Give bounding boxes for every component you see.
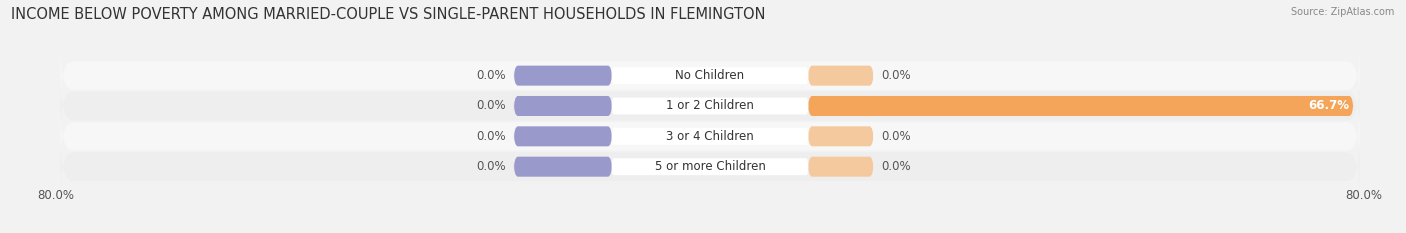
- Text: 0.0%: 0.0%: [477, 130, 506, 143]
- FancyBboxPatch shape: [612, 128, 808, 145]
- FancyBboxPatch shape: [515, 96, 612, 116]
- Text: 0.0%: 0.0%: [477, 99, 506, 113]
- FancyBboxPatch shape: [515, 157, 612, 177]
- FancyBboxPatch shape: [60, 45, 1360, 107]
- FancyBboxPatch shape: [612, 158, 808, 175]
- Text: 1 or 2 Children: 1 or 2 Children: [666, 99, 754, 113]
- Text: 0.0%: 0.0%: [882, 160, 911, 173]
- FancyBboxPatch shape: [60, 135, 1360, 198]
- Text: 0.0%: 0.0%: [882, 130, 911, 143]
- FancyBboxPatch shape: [808, 96, 1353, 116]
- Text: 0.0%: 0.0%: [477, 69, 506, 82]
- FancyBboxPatch shape: [612, 67, 808, 84]
- Text: 5 or more Children: 5 or more Children: [655, 160, 765, 173]
- FancyBboxPatch shape: [515, 66, 612, 86]
- Text: 0.0%: 0.0%: [882, 69, 911, 82]
- Text: 0.0%: 0.0%: [477, 160, 506, 173]
- FancyBboxPatch shape: [60, 75, 1360, 137]
- Text: Source: ZipAtlas.com: Source: ZipAtlas.com: [1291, 7, 1395, 17]
- FancyBboxPatch shape: [515, 126, 612, 146]
- FancyBboxPatch shape: [808, 157, 873, 177]
- FancyBboxPatch shape: [808, 66, 873, 86]
- Text: 3 or 4 Children: 3 or 4 Children: [666, 130, 754, 143]
- Text: 66.7%: 66.7%: [1308, 99, 1350, 113]
- Text: No Children: No Children: [675, 69, 745, 82]
- Text: INCOME BELOW POVERTY AMONG MARRIED-COUPLE VS SINGLE-PARENT HOUSEHOLDS IN FLEMING: INCOME BELOW POVERTY AMONG MARRIED-COUPL…: [11, 7, 766, 22]
- FancyBboxPatch shape: [808, 126, 873, 146]
- FancyBboxPatch shape: [60, 105, 1360, 168]
- FancyBboxPatch shape: [612, 97, 808, 114]
